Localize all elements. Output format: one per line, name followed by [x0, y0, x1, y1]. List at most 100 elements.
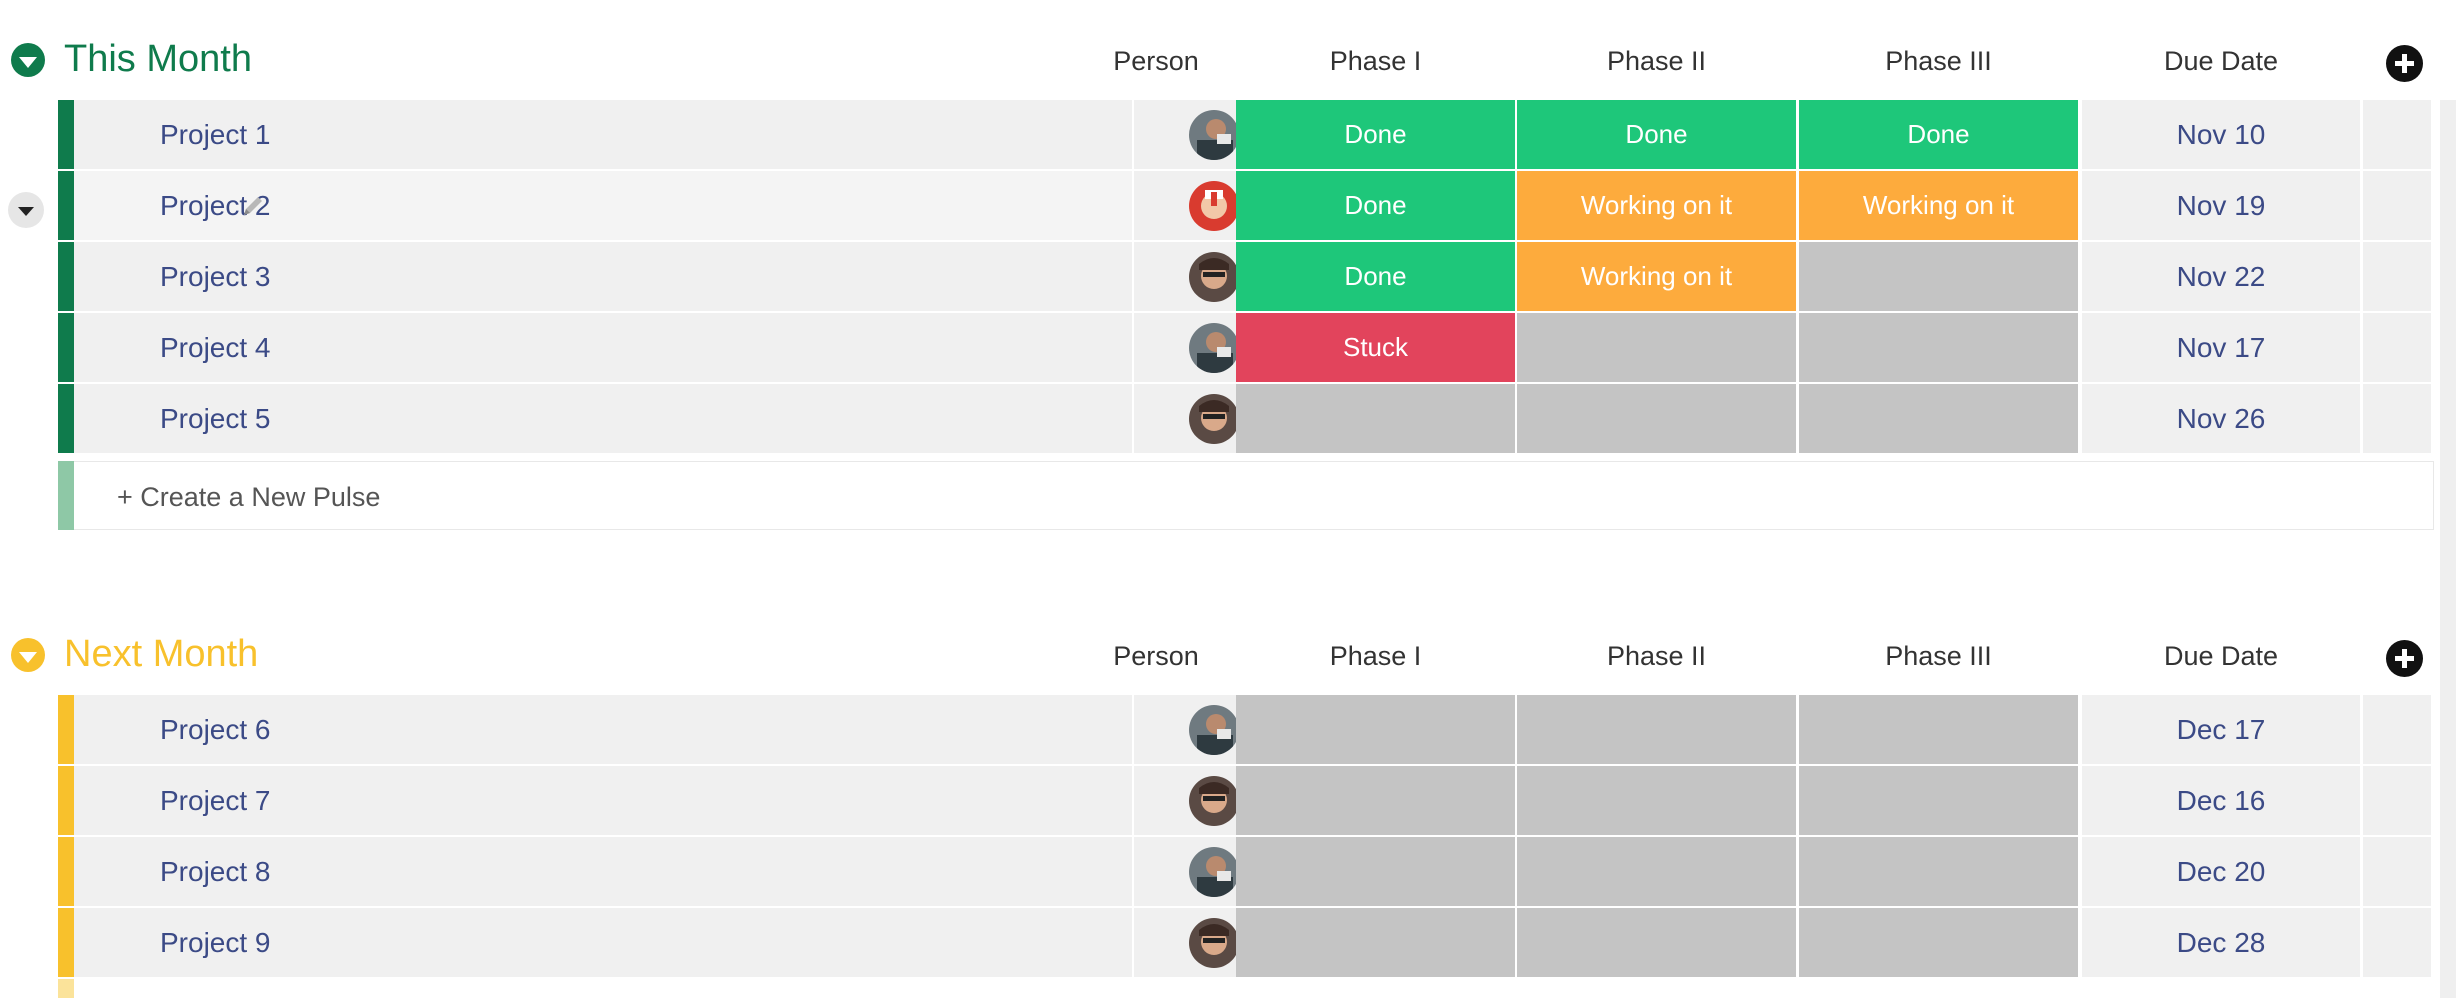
due-date-cell[interactable]: Dec 20 — [2082, 837, 2360, 906]
column-header-due-date[interactable]: Due Date — [2163, 641, 2279, 671]
status-phase-1[interactable]: Done — [1236, 171, 1515, 240]
group-title[interactable]: This Month — [64, 38, 252, 80]
status-phase-3[interactable] — [1799, 766, 2078, 835]
column-header-phase-3[interactable]: Phase III — [1885, 46, 1992, 76]
row-name[interactable]: Project 7 — [160, 785, 271, 816]
column-header-person[interactable]: Person — [1113, 641, 1199, 671]
status-phase-2[interactable] — [1517, 695, 1796, 764]
due-date-cell[interactable]: Nov 10 — [2082, 100, 2360, 169]
status-phase-3[interactable]: Working on it — [1799, 171, 2078, 240]
status-phase-2[interactable] — [1517, 313, 1796, 382]
scrollbar-track[interactable] — [2440, 100, 2456, 998]
status-phase-1[interactable] — [1236, 695, 1515, 764]
status-phase-2[interactable]: Done — [1517, 100, 1796, 169]
status-phase-1[interactable] — [1236, 837, 1515, 906]
collapse-group-icon[interactable] — [11, 43, 45, 77]
avatar-person-c-icon[interactable] — [1189, 776, 1239, 826]
column-header-phase-3[interactable]: Phase III — [1885, 641, 1992, 671]
name-cell[interactable]: Project 1 — [74, 100, 1132, 169]
status-phase-1[interactable]: Stuck — [1236, 313, 1515, 382]
column-header-person[interactable]: Person — [1113, 46, 1199, 76]
status-phase-2[interactable]: Working on it — [1517, 171, 1796, 240]
status-phase-3[interactable] — [1799, 695, 2078, 764]
row-name[interactable]: Project 3 — [160, 261, 271, 292]
column-header-phase-1[interactable]: Phase I — [1329, 641, 1422, 671]
group-header: Next Month Person Phase I Phase II Phase… — [0, 595, 2456, 695]
due-date-cell[interactable]: Dec 28 — [2082, 908, 2360, 977]
table-row[interactable]: Project 4 Stuck Nov 17 — [58, 313, 2434, 382]
row-name[interactable]: Project 6 — [160, 714, 271, 745]
row-name[interactable]: Project 4 — [160, 332, 271, 363]
name-cell[interactable]: Project 3 — [74, 242, 1132, 311]
table-row[interactable]: Project 9 Dec 28 — [58, 908, 2434, 977]
status-phase-2[interactable]: Working on it — [1517, 242, 1796, 311]
status-phase-3[interactable] — [1799, 837, 2078, 906]
create-pulse-row[interactable]: + Create a New Pulse — [58, 461, 2434, 530]
due-date-cell[interactable]: Dec 16 — [2082, 766, 2360, 835]
status-phase-3[interactable] — [1799, 384, 2078, 453]
name-cell[interactable]: Project 4 — [74, 313, 1132, 382]
collapse-group-icon[interactable] — [11, 638, 45, 672]
column-header-phase-2[interactable]: Phase II — [1606, 46, 1707, 76]
status-phase-3[interactable] — [1799, 242, 2078, 311]
avatar-person-a-icon[interactable] — [1189, 323, 1239, 373]
add-column-icon[interactable] — [2386, 640, 2423, 677]
column-header-phase-2[interactable]: Phase II — [1606, 641, 1707, 671]
row-name[interactable]: Project 5 — [160, 403, 271, 434]
empty-cell — [2363, 171, 2431, 240]
add-column-icon[interactable] — [2386, 45, 2423, 82]
status-phase-2[interactable] — [1517, 384, 1796, 453]
name-cell[interactable]: Project 5 — [74, 384, 1132, 453]
status-phase-1[interactable] — [1236, 384, 1515, 453]
avatar-person-b-icon[interactable] — [1189, 181, 1239, 231]
table-row[interactable]: Project 2 Done Working on it Working on … — [58, 171, 2434, 240]
table-row[interactable] — [58, 979, 2434, 998]
status-phase-1[interactable]: Done — [1236, 242, 1515, 311]
group-color-bar — [58, 979, 74, 998]
due-date-cell[interactable]: Nov 22 — [2082, 242, 2360, 311]
table-row[interactable]: Project 1 Done Done Done Nov 10 — [58, 100, 2434, 169]
group-title[interactable]: Next Month — [64, 633, 259, 675]
column-header-due-date[interactable]: Due Date — [2163, 46, 2279, 76]
name-cell[interactable]: Project 2 — [74, 171, 1132, 240]
row-menu-chevron-icon[interactable] — [8, 192, 44, 228]
status-phase-3[interactable] — [1799, 908, 2078, 977]
status-phase-1[interactable] — [1236, 766, 1515, 835]
due-date-cell[interactable]: Nov 17 — [2082, 313, 2360, 382]
name-cell[interactable]: Project 9 — [74, 908, 1132, 977]
table-row[interactable]: Project 8 Dec 20 — [58, 837, 2434, 906]
status-phase-3[interactable] — [1799, 313, 2078, 382]
group-color-bar — [58, 837, 74, 906]
avatar-person-a-icon[interactable] — [1189, 705, 1239, 755]
avatar-person-c-icon[interactable] — [1189, 252, 1239, 302]
avatar-person-a-icon[interactable] — [1189, 847, 1239, 897]
status-phase-2[interactable] — [1517, 908, 1796, 977]
table-row[interactable]: Project 7 Dec 16 — [58, 766, 2434, 835]
name-cell[interactable]: Project 8 — [74, 837, 1132, 906]
group-color-bar — [58, 171, 74, 240]
group-color-bar — [58, 766, 74, 835]
name-cell[interactable]: Project 7 — [74, 766, 1132, 835]
status-phase-3[interactable]: Done — [1799, 100, 2078, 169]
status-phase-2[interactable] — [1517, 837, 1796, 906]
create-pulse-input[interactable]: + Create a New Pulse — [117, 482, 381, 512]
row-name[interactable]: Project 9 — [160, 927, 271, 958]
table-row[interactable]: Project 6 Dec 17 — [58, 695, 2434, 764]
group-color-bar — [58, 242, 74, 311]
avatar-person-c-icon[interactable] — [1189, 918, 1239, 968]
table-row[interactable]: Project 5 Nov 26 — [58, 384, 2434, 453]
table-row[interactable]: Project 3 Done Working on it Nov 22 — [58, 242, 2434, 311]
avatar-person-c-icon[interactable] — [1189, 394, 1239, 444]
status-phase-1[interactable] — [1236, 908, 1515, 977]
pencil-icon[interactable] — [240, 193, 266, 219]
row-name[interactable]: Project 1 — [160, 119, 271, 150]
avatar-person-a-icon[interactable] — [1189, 110, 1239, 160]
due-date-cell[interactable]: Dec 17 — [2082, 695, 2360, 764]
status-phase-2[interactable] — [1517, 766, 1796, 835]
due-date-cell[interactable]: Nov 26 — [2082, 384, 2360, 453]
status-phase-1[interactable]: Done — [1236, 100, 1515, 169]
column-header-phase-1[interactable]: Phase I — [1329, 46, 1422, 76]
due-date-cell[interactable]: Nov 19 — [2082, 171, 2360, 240]
name-cell[interactable]: Project 6 — [74, 695, 1132, 764]
row-name[interactable]: Project 8 — [160, 856, 271, 887]
